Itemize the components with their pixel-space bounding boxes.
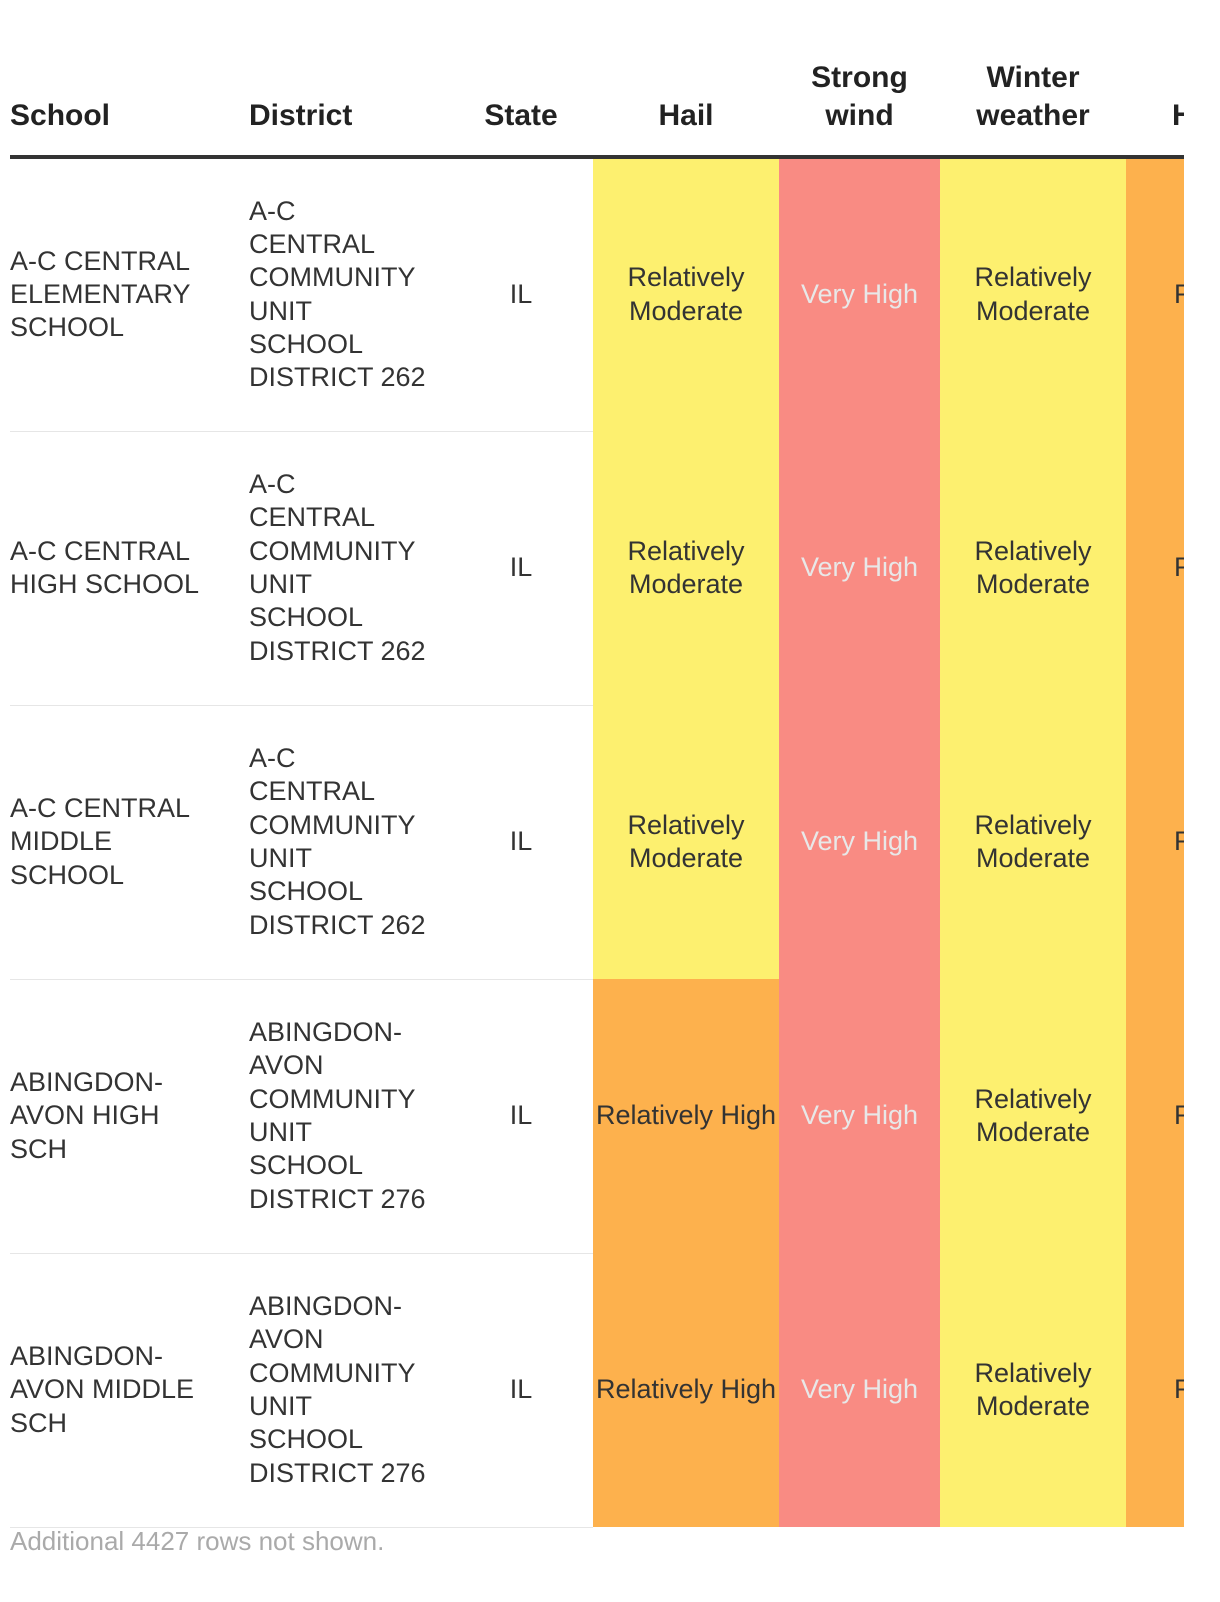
district-cell: A-C CENTRAL COMMUNITY UNIT SCHOOL DISTRI… — [249, 157, 449, 432]
hail-risk-cell: Relatively Moderate — [593, 157, 779, 431]
school-cell: A-C CENTRAL ELEMENTARY SCHOOL — [10, 157, 249, 432]
schools-risk-table: School District State Hail Strong wind Wi… — [10, 0, 1184, 1528]
table-row: A-C CENTRAL ELEMENTARY SCHOOL A-C CENTRAL… — [10, 157, 1184, 432]
district-cell: A-C CENTRAL COMMUNITY UNIT SCHOOL DISTRI… — [249, 431, 449, 706]
hail-risk-cell: Relatively High — [593, 979, 779, 1253]
district-cell: ABINGDON-AVON COMMUNITY UNIT SCHOOL DIST… — [249, 979, 449, 1254]
school-cell: A-C CENTRAL MIDDLE SCHOOL — [10, 705, 249, 980]
winter-weather-risk-cell: Relatively Moderate — [940, 431, 1126, 705]
table-row: ABINGDON-AVON HIGH SCH ABINGDON-AVON COMM… — [10, 979, 1184, 1254]
state-cell: IL — [449, 979, 593, 1254]
strong-wind-risk-cell: Very High — [779, 979, 940, 1253]
table-container: School District State Hail Strong wind Wi… — [10, 0, 1184, 1528]
table-row: ABINGDON-AVON MIDDLE SCH ABINGDON-AVON CO… — [10, 1253, 1184, 1528]
header-line: weather — [976, 99, 1090, 132]
heat-risk-cell: R — [1126, 431, 1184, 705]
heat-risk-cell: R — [1126, 979, 1184, 1253]
table-body: A-C CENTRAL ELEMENTARY SCHOOL A-C CENTRAL… — [10, 157, 1184, 1528]
table-row: A-C CENTRAL HIGH SCHOOL A-C CENTRAL COMMU… — [10, 431, 1184, 706]
column-header-state[interactable]: State — [449, 0, 593, 159]
winter-weather-risk-cell: Relatively Moderate — [940, 157, 1126, 431]
header-line: wind — [825, 99, 894, 132]
district-cell: ABINGDON-AVON COMMUNITY UNIT SCHOOL DIST… — [249, 1253, 449, 1528]
footnote: Additional 4427 rows not shown. — [10, 1526, 385, 1556]
strong-wind-risk-cell: Very High — [779, 705, 940, 979]
school-cell: ABINGDON-AVON HIGH SCH — [10, 979, 249, 1254]
column-header-school[interactable]: School — [10, 0, 249, 159]
district-cell: A-C CENTRAL COMMUNITY UNIT SCHOOL DISTRI… — [249, 705, 449, 980]
state-cell: IL — [449, 1253, 593, 1528]
winter-weather-risk-cell: Relatively Moderate — [940, 1253, 1126, 1527]
state-cell: IL — [449, 431, 593, 706]
heat-risk-cell: R — [1126, 157, 1184, 431]
table-row: A-C CENTRAL MIDDLE SCHOOL A-C CENTRAL COM… — [10, 705, 1184, 980]
column-header-winter-weather[interactable]: Winter weather — [940, 0, 1126, 159]
strong-wind-risk-cell: Very High — [779, 157, 940, 431]
header-line: Winter — [986, 61, 1080, 94]
header-row: School District State Hail Strong wind Wi… — [10, 0, 1184, 159]
column-header-hail[interactable]: Hail — [593, 0, 779, 159]
column-header-strong-wind[interactable]: Strong wind — [779, 0, 940, 159]
hail-risk-cell: Relatively Moderate — [593, 431, 779, 705]
header-line: Strong — [811, 61, 908, 94]
winter-weather-risk-cell: Relatively Moderate — [940, 705, 1126, 979]
column-header-heat[interactable]: He — [1126, 0, 1184, 159]
hail-risk-cell: Relatively High — [593, 1253, 779, 1527]
strong-wind-risk-cell: Very High — [779, 431, 940, 705]
table-header: School District State Hail Strong wind Wi… — [10, 0, 1184, 159]
heat-risk-cell: R — [1126, 1253, 1184, 1527]
school-cell: A-C CENTRAL HIGH SCHOOL — [10, 431, 249, 706]
school-cell: ABINGDON-AVON MIDDLE SCH — [10, 1253, 249, 1528]
hail-risk-cell: Relatively Moderate — [593, 705, 779, 979]
state-cell: IL — [449, 705, 593, 980]
strong-wind-risk-cell: Very High — [779, 1253, 940, 1527]
column-header-district[interactable]: District — [249, 0, 449, 159]
heat-risk-cell: R — [1126, 705, 1184, 979]
winter-weather-risk-cell: Relatively Moderate — [940, 979, 1126, 1253]
state-cell: IL — [449, 157, 593, 432]
